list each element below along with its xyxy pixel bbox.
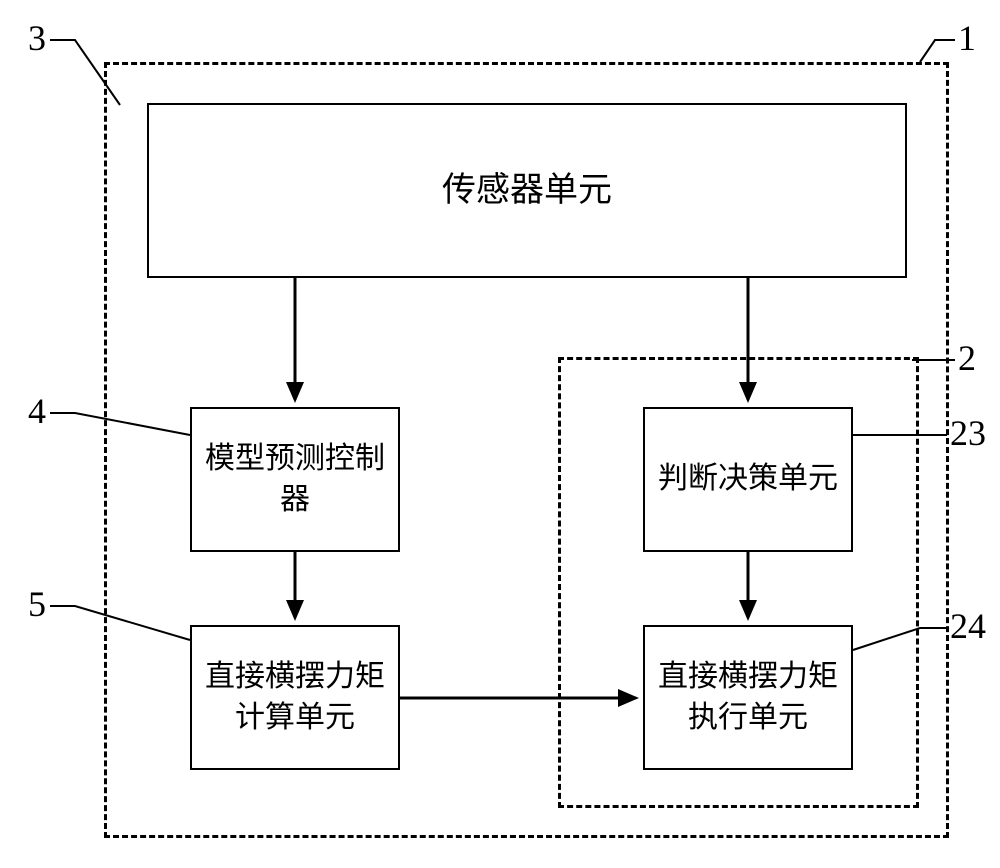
sensor-unit-label: 传感器单元 (442, 168, 612, 214)
mpc-label: 模型预测控制器 (204, 439, 386, 520)
label-23: 23 (950, 412, 986, 454)
calc-box: 直接横摆力矩计算单元 (190, 625, 400, 770)
calc-label: 直接横摆力矩计算单元 (204, 657, 386, 738)
label-24: 24 (950, 605, 986, 647)
label-3: 3 (28, 17, 46, 59)
diagram-stage: 传感器单元 模型预测控制器 判断决策单元 直接横摆力矩计算单元 直接横摆力矩执行… (0, 0, 1000, 868)
label-1: 1 (958, 17, 976, 59)
exec-box: 直接横摆力矩执行单元 (643, 625, 853, 770)
decision-box: 判断决策单元 (643, 407, 853, 552)
label-2: 2 (958, 337, 976, 379)
label-5: 5 (28, 583, 46, 625)
decision-label: 判断决策单元 (658, 459, 838, 500)
mpc-box: 模型预测控制器 (190, 407, 400, 552)
sensor-unit-box: 传感器单元 (147, 103, 907, 278)
label-4: 4 (28, 390, 46, 432)
exec-label: 直接横摆力矩执行单元 (657, 657, 839, 738)
leader-1 (920, 40, 955, 62)
